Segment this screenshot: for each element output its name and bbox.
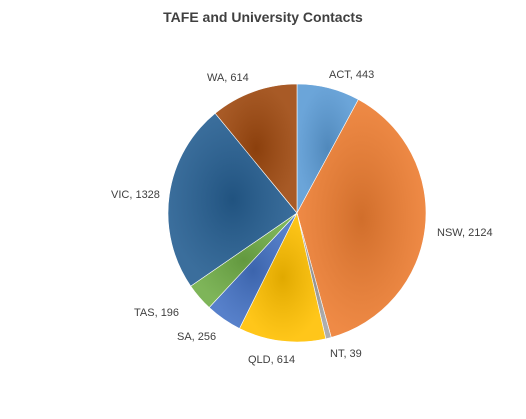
pie-slice-shading-vic [168,113,297,287]
pie-slice-shading-sa [209,213,297,329]
pie-slice-shading-act [297,84,359,213]
data-label-qld: QLD, 614 [248,354,295,366]
data-label-vic: VIC, 1328 [111,189,160,201]
data-label-sa: SA, 256 [177,331,216,343]
data-label-tas: TAS, 196 [134,307,179,319]
pie-slice-shading-wa [215,84,297,213]
pie-slice-shading-tas [190,213,297,308]
data-label-act: ACT, 443 [329,69,374,81]
data-label-nt: NT, 39 [330,348,362,360]
pie-slice-shading-qld [239,213,326,343]
data-label-wa: WA, 614 [207,72,249,84]
pie-slice-shading-nsw [297,99,427,338]
pie-slice-shading-nt [297,213,332,339]
data-label-nsw: NSW, 2124 [437,227,493,239]
chart-title: TAFE and University Contacts [163,9,363,25]
